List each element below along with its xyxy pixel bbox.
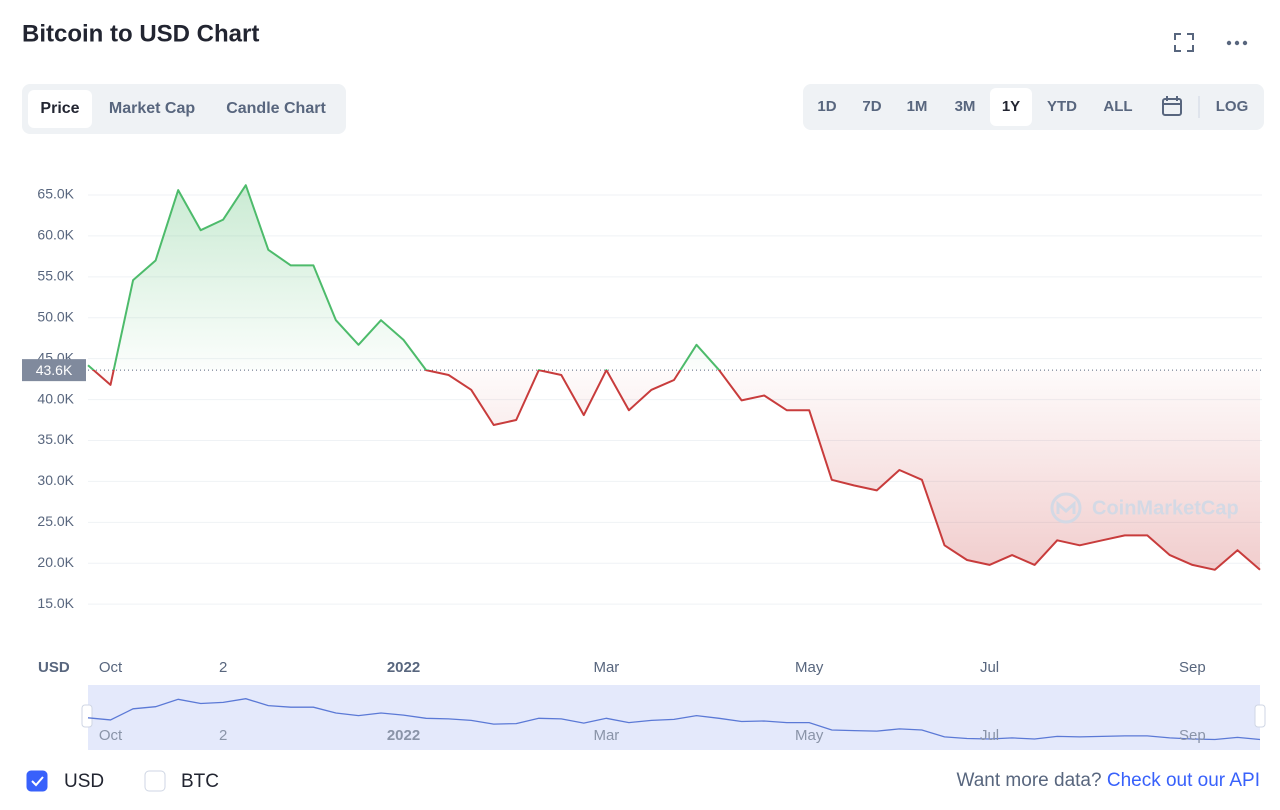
- checkbox[interactable]: [26, 770, 48, 792]
- y-tick-label: 50.0K: [37, 308, 74, 324]
- currency-label: BTC: [181, 771, 219, 792]
- currency-label: USD: [64, 771, 104, 792]
- range-button[interactable]: 7D: [862, 98, 881, 115]
- range-button[interactable]: 1Y: [1002, 98, 1020, 115]
- x-tick-label: May: [795, 659, 824, 676]
- tab[interactable]: Candle Chart: [226, 100, 326, 117]
- calendar-icon[interactable]: [1162, 96, 1182, 116]
- navigator-label: Oct: [99, 727, 123, 744]
- footer-prompt: Want more data?: [957, 770, 1102, 791]
- navigator-label: Jul: [980, 727, 999, 744]
- y-tick-label: 65.0K: [37, 186, 74, 202]
- x-tick-label: Oct: [99, 659, 123, 676]
- watermark: CoinMarketCap: [1092, 497, 1239, 519]
- y-tick-label: 35.0K: [37, 431, 74, 447]
- y-tick-label: 30.0K: [37, 472, 74, 488]
- range-button[interactable]: ALL: [1103, 98, 1132, 115]
- x-tick-label: 2: [219, 659, 227, 676]
- check-mark: [31, 776, 44, 787]
- y-tick-label: 15.0K: [37, 595, 74, 611]
- price-line: [87, 184, 1261, 571]
- range-button[interactable]: YTD: [1047, 98, 1077, 115]
- navigator-handle[interactable]: [81, 704, 93, 728]
- price-area: [88, 185, 1260, 570]
- range-button[interactable]: 1D: [817, 98, 836, 115]
- y-tick-label: 60.0K: [37, 227, 74, 243]
- tab-group: [22, 84, 346, 134]
- footer: Want more data? Check out our API: [957, 770, 1260, 791]
- x-tick-label: Sep: [1179, 659, 1206, 676]
- y-tick-label: 25.0K: [37, 513, 74, 529]
- current-price-label: 43.6K: [36, 362, 73, 378]
- y-tick-label: 20.0K: [37, 554, 74, 570]
- y-tick-label: 55.0K: [37, 268, 74, 284]
- x-tick-label: Mar: [593, 659, 619, 676]
- range-button[interactable]: 3M: [955, 98, 976, 115]
- navigator-label: 2: [219, 727, 227, 744]
- tab[interactable]: Price: [40, 100, 79, 117]
- tab[interactable]: Market Cap: [109, 100, 195, 117]
- navigator-handle[interactable]: [1254, 704, 1266, 728]
- y-axis-unit: USD: [38, 659, 70, 676]
- navigator-label: Mar: [593, 727, 619, 744]
- navigator-label: May: [795, 727, 824, 744]
- navigator-label: 2022: [387, 727, 420, 744]
- more-icon[interactable]: [1226, 40, 1248, 46]
- fullscreen-icon[interactable]: [1174, 33, 1194, 52]
- checkbox[interactable]: [144, 770, 166, 792]
- current-price-box: [22, 359, 86, 382]
- chart-title: Bitcoin to USD Chart: [22, 20, 259, 47]
- navigator-label: Sep: [1179, 727, 1206, 744]
- x-tick-label: 2022: [387, 659, 420, 676]
- y-tick-label: 40.0K: [37, 390, 74, 406]
- log-button[interactable]: LOG: [1216, 98, 1249, 115]
- tab-active-bg: [28, 90, 92, 128]
- range-button[interactable]: 1M: [907, 98, 928, 115]
- api-link[interactable]: Check out our API: [1107, 770, 1260, 791]
- range-group: [803, 84, 1264, 130]
- x-tick-label: Jul: [980, 659, 999, 676]
- watermark-icon: [1050, 492, 1082, 524]
- navigator-line: [87, 698, 1261, 741]
- navigator[interactable]: [88, 685, 1260, 750]
- range-active-bg: [990, 88, 1032, 126]
